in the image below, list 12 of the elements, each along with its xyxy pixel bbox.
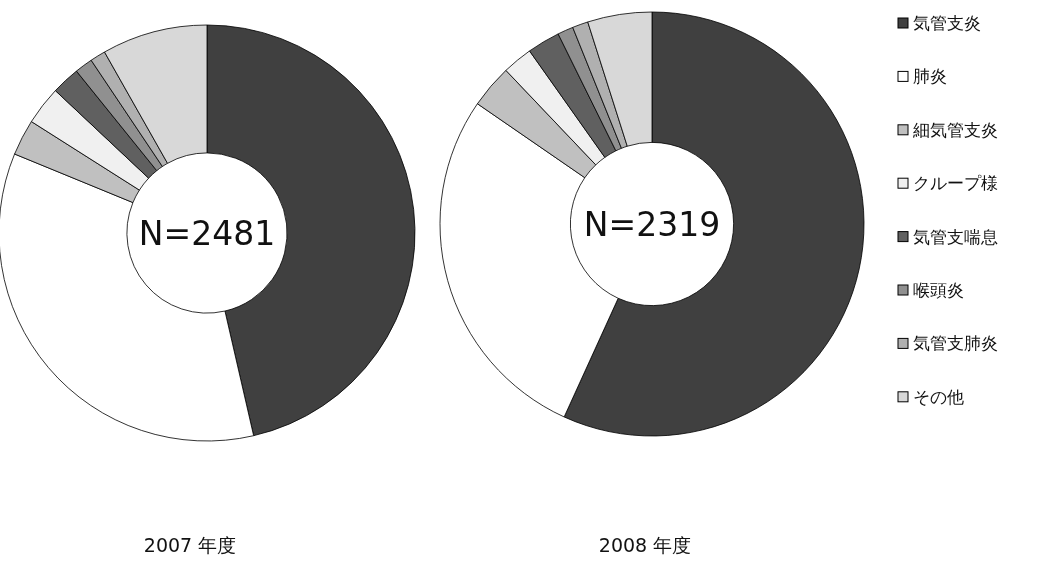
legend-label: クループ様 [913,173,998,194]
legend-label: 肺炎 [913,66,947,87]
legend-label: その他 [913,386,964,407]
text: 2007 年度 [143,534,237,556]
text: 2008 年度 [598,534,692,556]
legend-label: 喉頭炎 [913,280,964,300]
legend-label: 細気管支炎 [912,119,998,140]
text: N=2319 [583,205,721,244]
legend-label: 気管支炎 [913,13,981,33]
legend-label: 気管支肺炎 [913,333,998,354]
legend-label: 気管支喘息 [913,226,998,247]
text: N=2481 [138,214,276,253]
